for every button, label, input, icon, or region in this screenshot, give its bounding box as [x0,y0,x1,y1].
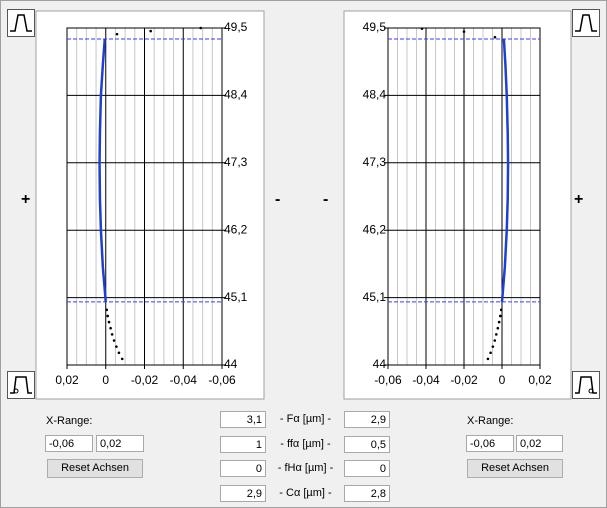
point [110,333,114,336]
point [115,345,118,348]
y-tick-label: 49,5 [224,20,248,34]
x-tick-label: -0,02 [131,373,159,387]
point [486,357,490,361]
charts: 0,02 0 -0,02 -0,04 -0,064445,146,247,348,449… [35,10,572,400]
point [105,308,109,312]
x-min-input[interactable]: -0,06 [466,435,514,452]
metric-left[interactable]: 1 [220,435,266,453]
x-max-input[interactable]: 0,02 [96,435,144,452]
x-tick-label: -0,04 [170,373,198,387]
profile-icon[interactable] [7,371,35,399]
point [497,320,501,324]
point [462,30,466,33]
point [106,314,109,318]
point [493,339,497,342]
x-min-input[interactable]: -0,06 [45,435,93,452]
metric-left[interactable]: 2,9 [220,484,266,502]
y-tick-label: 46,2 [363,222,387,236]
metric-left[interactable]: 0 [220,460,266,477]
reset-button[interactable]: Reset Achsen [47,459,143,478]
x-tick-label: -0,06 [374,373,402,387]
x-tick-label: 0,02 [528,373,552,387]
metric-label: - ffα [µm] - [280,437,331,450]
plot-frame [387,27,541,366]
point [115,32,119,36]
point [109,326,112,330]
x-range-label: X-Range: [467,415,514,427]
reset-button[interactable]: Reset Achsen [467,459,563,478]
x-tick-label: 0,02 [55,373,79,387]
profile-icon[interactable] [7,9,35,37]
point [199,26,202,30]
profile-line [98,38,107,302]
point [420,27,424,30]
chart-panel [343,10,572,400]
metric-right[interactable]: 0 [344,460,390,477]
y-tick-label: 45,1 [224,290,248,304]
point [498,314,502,318]
point [117,351,121,355]
point [491,345,495,348]
metric-right[interactable]: 2,8 [344,484,390,502]
plus-sign[interactable]: + [21,191,31,208]
profile-icon[interactable] [572,371,600,399]
plus-sign[interactable]: + [574,191,584,208]
x-tick-label: -0,06 [208,373,236,387]
y-tick-label: 47,3 [224,155,248,169]
point [107,320,111,324]
point [499,308,503,312]
point [149,29,152,33]
point [120,357,124,361]
point [493,35,497,39]
point [496,326,500,330]
metric-right[interactable]: 0,5 [344,435,390,453]
x-max-input[interactable]: 0,02 [516,435,563,452]
x-tick-label: -0,04 [412,373,440,387]
profile-line [500,38,510,302]
y-tick-label: 44 [373,357,387,371]
y-tick-label: 45,1 [363,290,387,304]
chart-panel [35,10,265,400]
metric-left[interactable]: 3,1 [220,411,266,428]
y-tick-label: 49,5 [363,20,387,34]
x-tick-label: -0,02 [450,373,478,387]
plot-frame [66,27,223,366]
point [495,333,498,336]
y-tick-label: 44 [224,357,238,371]
metric-label: - fHα [µm] - [277,462,334,474]
point [489,351,492,355]
minus-sign[interactable]: - [275,191,281,208]
x-range-label: X-Range: [46,415,93,427]
y-tick-label: 47,3 [363,155,387,169]
x-tick-label: 0 [102,373,109,387]
profile-icon[interactable] [572,9,600,37]
point [112,339,116,342]
y-tick-label: 48,4 [363,88,387,102]
metric-label: - Fα [µm] - [279,413,332,425]
y-tick-label: 46,2 [224,222,248,236]
x-tick-label: 0 [499,373,506,387]
y-tick-label: 48,4 [224,88,248,102]
minus-sign[interactable]: - [323,191,329,208]
metric-right[interactable]: 2,9 [344,411,390,428]
metric-label: - Cα [µm] - [279,486,332,499]
